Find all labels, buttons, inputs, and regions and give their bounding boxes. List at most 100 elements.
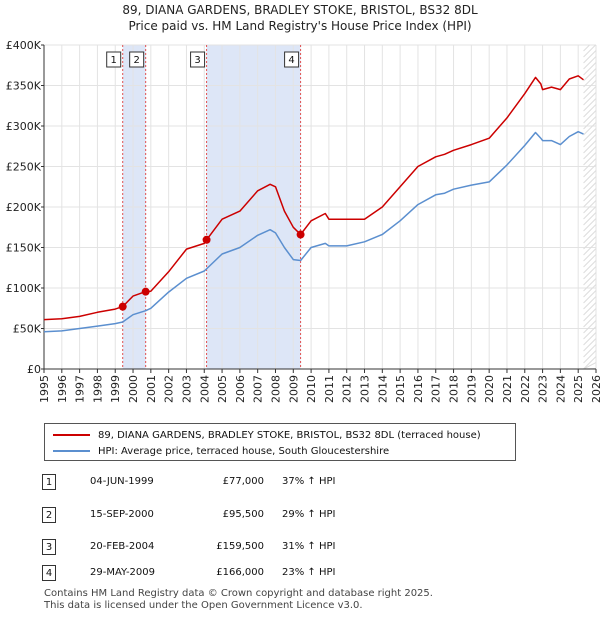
legend-item-hpi: HPI: Average price, terraced house, Sout… bbox=[53, 443, 389, 459]
x-tick-label: 1997 bbox=[74, 375, 87, 403]
future-hatch bbox=[583, 326, 597, 340]
transaction-number: 2 bbox=[42, 507, 56, 523]
transaction-price: £166,000 bbox=[216, 567, 264, 578]
x-tick-label: 2011 bbox=[323, 375, 336, 403]
x-tick-label: 2025 bbox=[572, 375, 585, 403]
future-hatch bbox=[583, 218, 597, 232]
future-hatch bbox=[583, 320, 597, 334]
future-hatch bbox=[583, 314, 597, 328]
price-chart: 1 2 3 4 £0 £50K £100K £150K £200K £250K £300K £350K… bbox=[6, 39, 600, 403]
future-hatch bbox=[583, 44, 596, 58]
future-hatch bbox=[583, 146, 597, 160]
transaction-date: 04-JUN-1999 bbox=[90, 476, 154, 487]
x-tick-label: 2019 bbox=[465, 375, 478, 403]
future-hatch bbox=[583, 338, 597, 352]
transaction-hpi: 29% ↑ HPI bbox=[282, 509, 336, 520]
future-hatch bbox=[583, 44, 590, 52]
transaction-date: 29-MAY-2009 bbox=[90, 567, 156, 578]
future-hatch bbox=[583, 170, 597, 184]
future-hatch bbox=[583, 140, 597, 154]
legend-label-hpi: HPI: Average price, terraced house, Sout… bbox=[98, 445, 390, 457]
hpi-series-line bbox=[43, 130, 584, 333]
future-hatch bbox=[583, 134, 597, 148]
future-hatch bbox=[583, 296, 597, 310]
transaction-point bbox=[141, 287, 150, 296]
footer-licence: This data is licensed under the Open Gov… bbox=[44, 600, 363, 611]
x-tick-label: 2001 bbox=[145, 375, 158, 403]
chart-title: 89, DIANA GARDENS, BRADLEY STOKE, BRISTO… bbox=[122, 3, 478, 17]
future-hatch bbox=[583, 230, 597, 244]
future-hatch bbox=[583, 248, 597, 262]
y-tick-label: £150K bbox=[6, 242, 42, 255]
transaction-label: 4 bbox=[288, 55, 294, 66]
x-tick-label: 2014 bbox=[376, 375, 389, 403]
future-hatch bbox=[583, 302, 597, 316]
x-tick-label: 2021 bbox=[501, 375, 514, 403]
future-hatch bbox=[583, 104, 597, 118]
x-tick-label: 1999 bbox=[109, 375, 122, 403]
x-tick-label: 2008 bbox=[269, 375, 282, 403]
y-tick-label: £200K bbox=[6, 201, 42, 214]
x-tick-label: 2006 bbox=[234, 375, 247, 403]
future-hatch bbox=[583, 278, 597, 292]
x-tick-label: 2018 bbox=[448, 375, 461, 403]
x-tick-label: 1996 bbox=[56, 375, 69, 403]
transaction-date: 20-FEB-2004 bbox=[90, 541, 155, 552]
legend-swatch-price bbox=[53, 434, 90, 436]
transaction-point bbox=[118, 302, 127, 311]
future-hatch bbox=[583, 254, 597, 268]
future-hatch bbox=[583, 86, 597, 100]
transaction-hpi: 23% ↑ HPI bbox=[282, 567, 336, 578]
future-hatch bbox=[583, 284, 597, 298]
y-tick-label: £400K bbox=[6, 39, 42, 52]
x-tick-label: 2010 bbox=[305, 375, 318, 403]
y-tick-label: £100K bbox=[6, 282, 42, 295]
future-hatch bbox=[583, 116, 597, 130]
x-tick-label: 2022 bbox=[519, 375, 532, 403]
legend-item-price: 89, DIANA GARDENS, BRADLEY STOKE, BRISTO… bbox=[53, 427, 481, 443]
future-hatch bbox=[583, 176, 597, 190]
y-tick-label: £350K bbox=[6, 80, 42, 93]
transaction-price: £159,500 bbox=[216, 541, 264, 552]
x-tick-label: 2020 bbox=[483, 375, 496, 403]
x-tick-label: 2012 bbox=[341, 375, 354, 403]
future-hatch bbox=[583, 206, 597, 220]
x-tick-label: 2015 bbox=[394, 375, 407, 403]
transaction-point bbox=[202, 235, 211, 244]
future-hatch bbox=[583, 152, 597, 166]
future-hatch bbox=[583, 212, 597, 226]
future-hatch bbox=[583, 80, 597, 94]
future-hatch bbox=[583, 260, 597, 274]
transaction-point bbox=[296, 230, 305, 239]
transaction-hpi: 37% ↑ HPI bbox=[282, 476, 336, 487]
future-hatch bbox=[583, 92, 597, 106]
future-hatch bbox=[583, 182, 597, 196]
future-hatch bbox=[583, 236, 597, 250]
x-tick-label: 2003 bbox=[180, 375, 193, 403]
future-hatch bbox=[583, 356, 597, 370]
future-hatch bbox=[583, 62, 597, 76]
transaction-label: 1 bbox=[111, 55, 117, 66]
chart-subtitle: Price paid vs. HM Land Registry's House … bbox=[128, 19, 472, 33]
x-tick-label: 2000 bbox=[127, 375, 140, 403]
transaction-number: 3 bbox=[42, 539, 56, 555]
future-hatch bbox=[583, 266, 597, 280]
transaction-label-box bbox=[190, 51, 206, 68]
x-tick-label: 2017 bbox=[430, 375, 443, 403]
future-hatch bbox=[583, 128, 597, 142]
future-hatch bbox=[583, 344, 597, 358]
transaction-date: 15-SEP-2000 bbox=[90, 509, 154, 520]
future-hatch bbox=[583, 308, 597, 322]
x-tick-label: 2007 bbox=[252, 375, 265, 403]
footer-copyright: Contains HM Land Registry data © Crown c… bbox=[44, 588, 433, 599]
future-hatch bbox=[583, 332, 597, 346]
x-tick-label: 2016 bbox=[412, 375, 425, 403]
x-tick-label: 2005 bbox=[216, 375, 229, 403]
legend-swatch-hpi bbox=[53, 450, 90, 452]
future-hatch bbox=[583, 242, 597, 256]
future-hatch bbox=[583, 50, 597, 64]
future-hatch bbox=[583, 290, 597, 304]
transaction-label: 2 bbox=[133, 55, 139, 66]
x-tick-label: 2024 bbox=[554, 375, 567, 403]
future-hatch bbox=[583, 98, 597, 112]
